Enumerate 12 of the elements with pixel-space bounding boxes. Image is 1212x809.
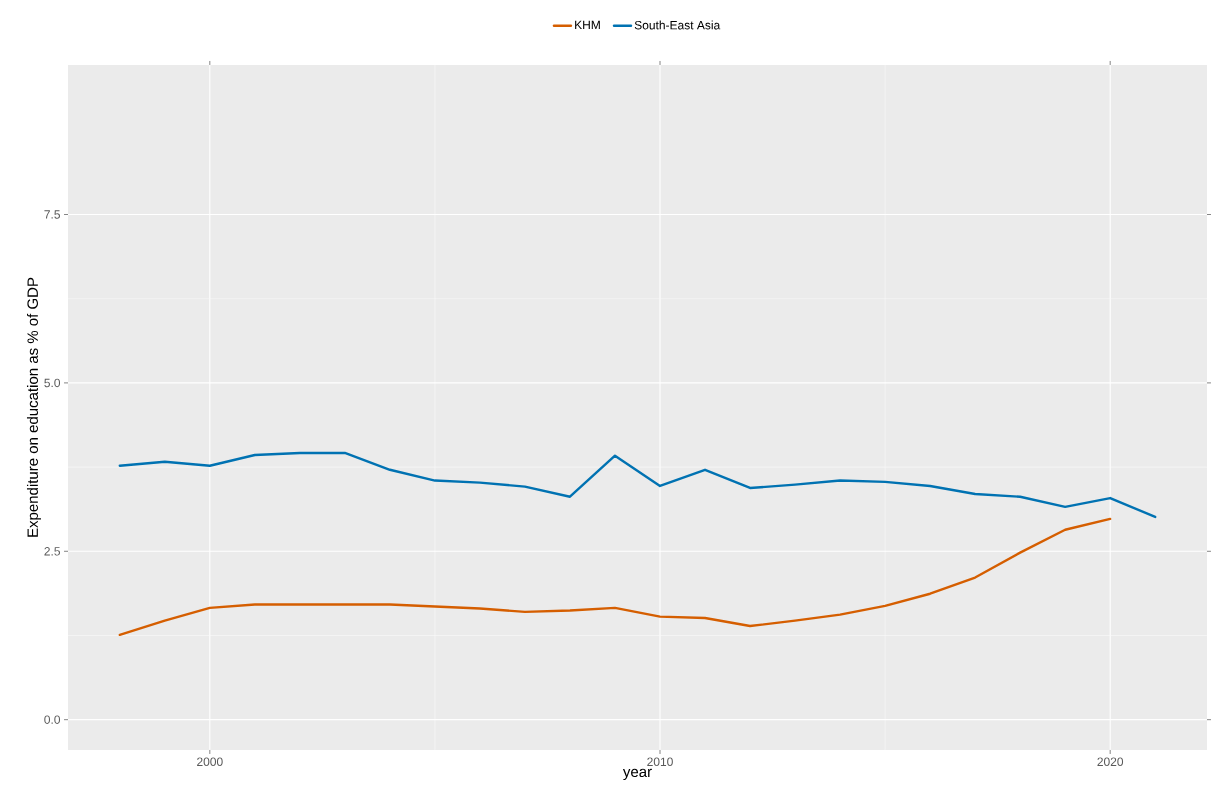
y-tick-label: 5.0 (44, 378, 61, 388)
x-axis-title: year (622, 768, 652, 781)
x-tick-label: 2010 (647, 757, 673, 767)
y-tick-label: 0.0 (44, 715, 61, 724)
legend-label: South-East Asia (634, 20, 721, 30)
x-tick-label: 2000 (197, 757, 223, 767)
legend-label: KHM (575, 20, 600, 30)
y-tick-label: 7.5 (44, 210, 60, 219)
y-tick-label: 2.5 (44, 547, 60, 556)
line-series (118, 451, 1157, 519)
x-tick-label: 2020 (1097, 757, 1124, 767)
y-axis-title: Expenditure on education as % of GDP (26, 277, 41, 537)
